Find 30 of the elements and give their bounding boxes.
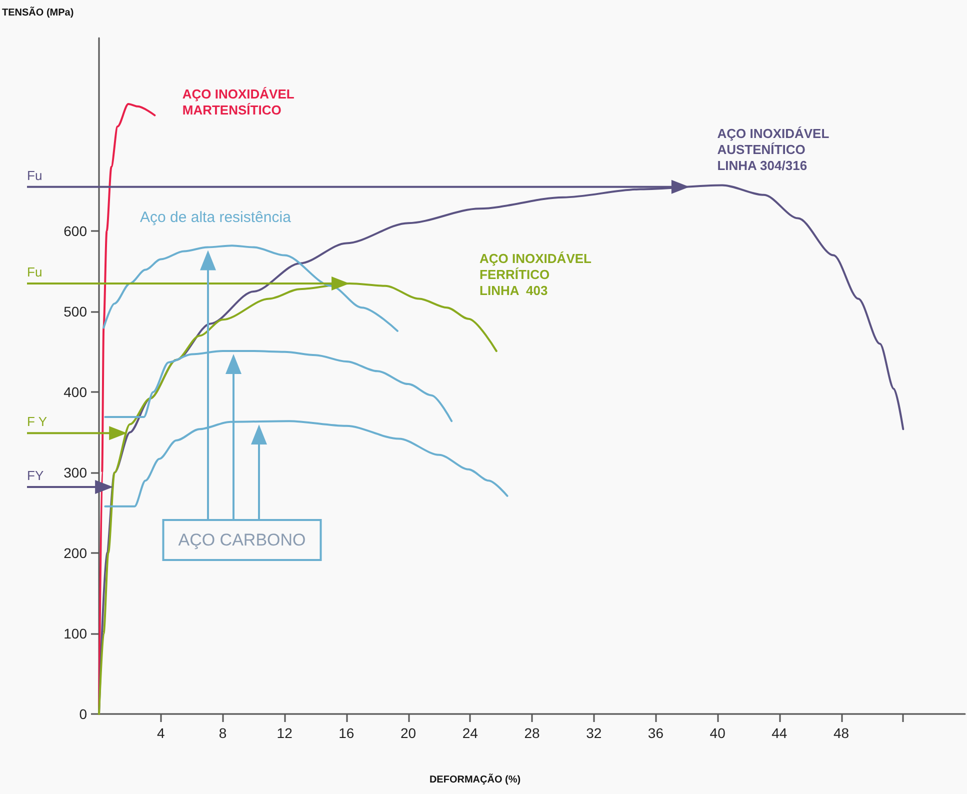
annotation: AÇO CARBONO [178,530,306,550]
x-tick-label: 24 [462,725,478,741]
series-label: Aço de alta resistência [140,209,292,226]
x-tick-label: 40 [710,725,726,741]
series-label: AÇO INOXIDÁVEL FERRÍTICO LINHA 403 [480,250,592,298]
ref-line-label: Fu [27,168,42,183]
x-tick-label: 16 [338,725,354,741]
y-axis-title: TENSÃO (MPa) [2,6,74,18]
y-tick-label: 600 [64,223,88,240]
x-tick-label: 8 [218,725,227,741]
ref-line-label: FY [27,468,44,484]
x-tick-label: 48 [833,725,850,741]
y-tick-label: 100 [64,626,88,642]
x-tick-label: 4 [156,725,165,741]
y-tick-label: 300 [64,464,88,481]
x-tick-label: 32 [586,725,602,741]
ref-line-label: Fu [27,264,42,280]
x-tick-label: 28 [524,725,540,741]
y-tick-label: 0 [79,706,88,722]
ref-line-label: F Y [27,414,48,430]
y-tick-label: 200 [64,545,88,562]
text: AÇO INOXIDÁVEL MARTENSÍTICO [182,86,294,118]
series-label: AÇO INOXIDÁVEL AUSTENÍTICO LINHA 304/316 [717,126,830,173]
x-axis-title: DEFORMAÇÃO (%) [429,774,521,786]
y-tick-label: 500 [64,304,88,320]
x-tick-label: 12 [276,725,293,741]
x-tick-label: 44 [772,725,788,741]
x-tick-label: 20 [400,725,416,741]
y-tick-label: 400 [64,384,88,400]
x-tick-label: 36 [648,725,664,741]
